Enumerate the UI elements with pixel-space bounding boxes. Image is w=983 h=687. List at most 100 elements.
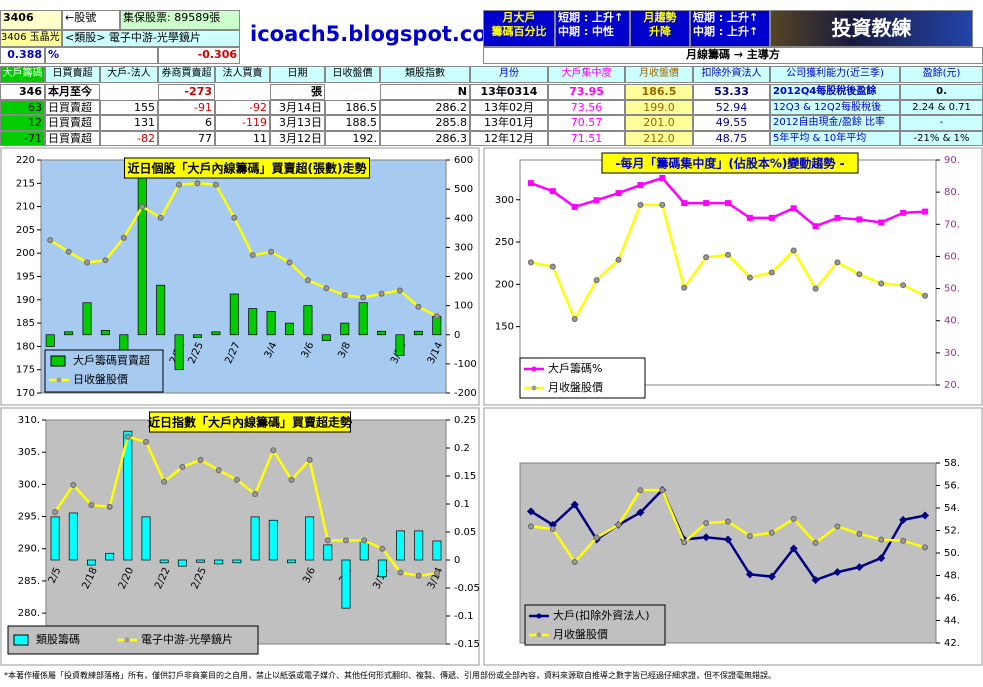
legend-label: 電子中游-光學鏡片 <box>141 632 233 646</box>
legend-label: 大戶(扣除外資法人) <box>553 608 650 622</box>
y-tick-label: 195 <box>16 272 35 283</box>
line: 短期 : 上升↑ <box>558 11 624 24</box>
marker <box>231 214 238 221</box>
bar <box>395 334 405 356</box>
y-tick-label: 175 <box>16 365 35 376</box>
y2-tick-label: 52. <box>944 526 960 537</box>
line: 中期 : 中性 <box>558 25 615 38</box>
table-cell: 日買賣超 <box>45 130 100 146</box>
marker <box>593 277 600 284</box>
marker <box>571 316 578 323</box>
y2-tick-label: 80. <box>944 187 960 198</box>
line: 月大戶 <box>502 11 536 24</box>
bar <box>159 559 169 564</box>
marker <box>768 214 775 221</box>
y-tick-label: 180 <box>16 341 35 352</box>
table-cell: 286.3 <box>380 130 470 146</box>
marker <box>790 205 797 212</box>
table-cell: -119 <box>215 115 270 131</box>
y-tick-label: 190 <box>16 295 35 306</box>
bar <box>303 305 313 336</box>
marker <box>856 271 863 278</box>
marker <box>527 523 534 530</box>
marker <box>570 500 579 509</box>
bar <box>196 559 205 563</box>
marker <box>70 482 77 489</box>
table-cell: 73.56 <box>548 99 625 115</box>
legend-box <box>519 357 646 399</box>
marker <box>120 234 127 241</box>
marker <box>724 535 732 544</box>
chart-title: -每月「籌碼集中度」(佔股本%)變動趨勢 - <box>615 156 844 171</box>
y2-tick-label: 50. <box>944 548 960 559</box>
marker <box>922 208 929 215</box>
bar <box>50 516 60 561</box>
marker <box>877 554 886 563</box>
legend-swatch <box>536 613 542 619</box>
y2-tick-label: 40. <box>944 316 960 327</box>
marker <box>143 438 149 445</box>
marker <box>571 203 578 210</box>
monthly-trend: 短期 : 上升↑ 中期 : 中性 <box>555 10 630 47</box>
y2-tick-label: 54. <box>944 503 960 514</box>
table-cell: 日買賣超 <box>45 99 100 115</box>
marker <box>343 537 349 544</box>
bar <box>123 430 133 561</box>
marker <box>856 530 863 537</box>
column-header: 盈餘(元) <box>900 66 983 83</box>
marker <box>379 545 386 552</box>
marker <box>197 456 204 463</box>
marker <box>396 287 403 294</box>
marker <box>527 259 534 266</box>
y-tick-label: 210 <box>16 202 35 213</box>
code-label: ←股號 <box>62 10 120 30</box>
line: 短期 : 上升↑ <box>693 11 759 24</box>
marker <box>833 568 842 577</box>
line: 中期 : 上升↑ <box>693 25 759 38</box>
table-cell: 3月12日 <box>270 130 325 146</box>
y2-tick-label: 20. <box>944 380 960 391</box>
table-cell: 2012自由現金/盈餘 比率 <box>770 115 900 131</box>
ratio-unit: % <box>45 47 158 64</box>
plot-area <box>519 159 937 386</box>
bar <box>287 559 296 564</box>
table-cell: 本月至今 <box>45 84 100 100</box>
plot-area <box>45 419 447 645</box>
marker <box>703 254 710 261</box>
marker <box>124 433 131 440</box>
bar <box>87 559 96 566</box>
column-header: 日買賣超 <box>45 66 100 83</box>
y-tick-label: 170 <box>16 388 35 399</box>
bar <box>340 322 350 336</box>
marker <box>878 219 885 226</box>
marker <box>304 277 311 284</box>
marker <box>84 259 91 266</box>
bar <box>105 552 115 561</box>
marker <box>157 214 164 221</box>
column-header: 大戶籌碼 <box>0 66 45 83</box>
table-cell: 13年0314 <box>470 84 548 100</box>
legend-box <box>44 349 164 393</box>
marker <box>703 200 710 207</box>
marker <box>900 537 907 544</box>
marker <box>102 257 109 264</box>
legend-swatch <box>50 355 66 367</box>
marker <box>215 467 222 474</box>
table-cell: 48.75 <box>693 130 770 146</box>
marker <box>703 520 710 527</box>
marker <box>767 572 776 581</box>
marker <box>681 284 688 291</box>
y2-tick-label: -100 <box>454 359 477 370</box>
marker <box>415 572 422 579</box>
y-tick-label: 310. <box>18 415 40 426</box>
marker <box>593 534 600 541</box>
marker <box>790 247 797 254</box>
marker <box>922 292 929 299</box>
marker <box>637 201 644 208</box>
table-cell: 12 <box>0 115 45 131</box>
table-cell: 13年02月 <box>470 99 548 115</box>
marker <box>921 511 930 520</box>
y2-tick-label: 400 <box>454 213 473 224</box>
y2-tick-label: 0 <box>454 555 460 566</box>
